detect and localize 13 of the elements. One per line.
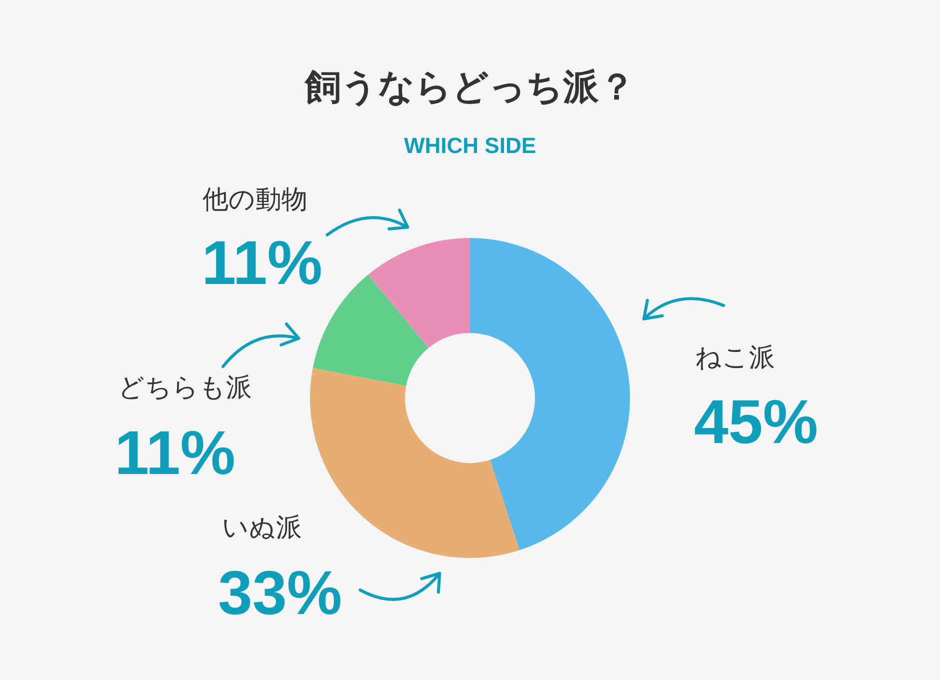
slice-label: 他の動物 [202, 185, 308, 215]
chart-subtitle: WHICH SIDE [404, 133, 536, 158]
slice-label: ねこ派 [695, 343, 775, 373]
data-label: 11% [114, 419, 236, 488]
donut-slice [310, 368, 520, 558]
slice-label: いぬ派 [222, 513, 302, 543]
chart-title: 飼うならどっち派？ [304, 67, 635, 108]
donut-slice [368, 238, 470, 348]
data-label: 33% [218, 559, 342, 628]
data-label: 11% [202, 229, 322, 298]
slice-label: どちらも派 [118, 373, 252, 403]
data-label: 45% [694, 388, 818, 457]
donut-slice [470, 238, 630, 550]
